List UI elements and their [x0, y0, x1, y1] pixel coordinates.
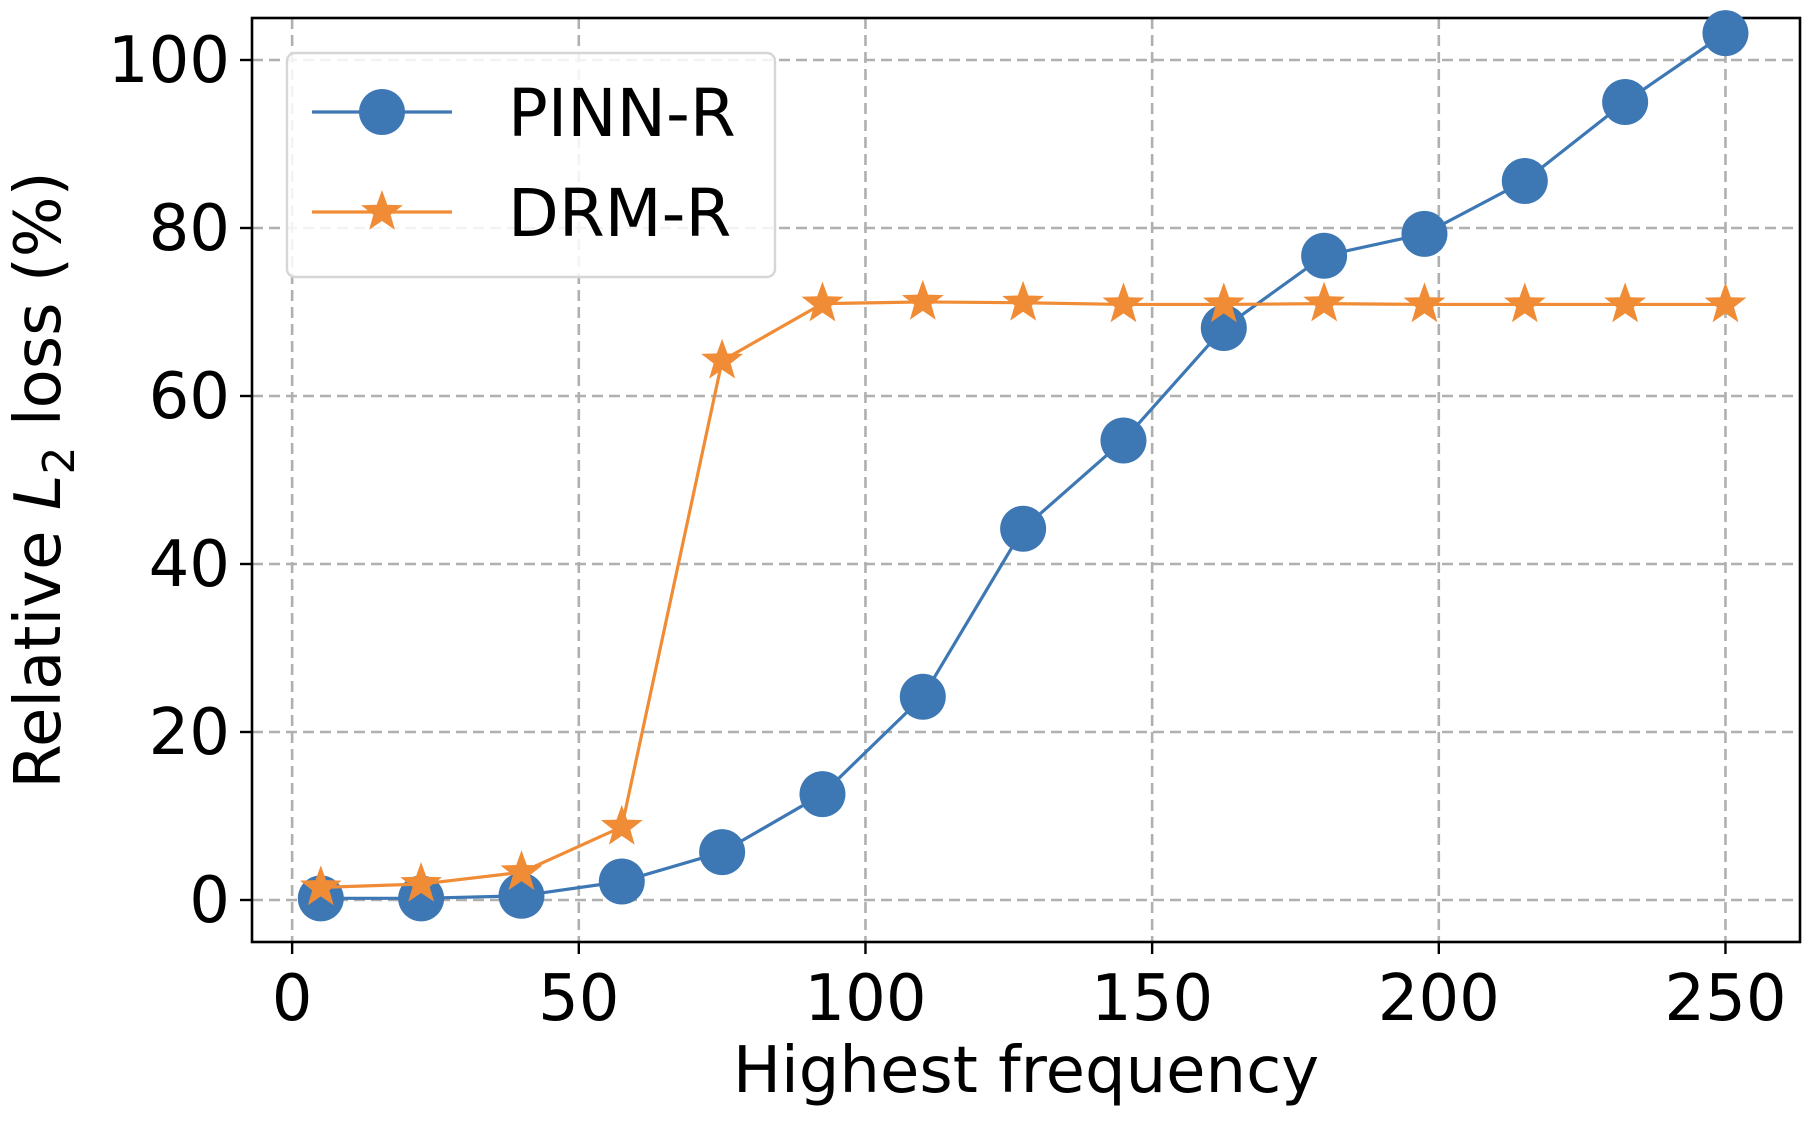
- pinn-r-point: [1100, 417, 1147, 464]
- pinn-r-point: [498, 872, 545, 919]
- plot-frame: [250, 16, 1802, 944]
- y-tick-label: 20: [149, 696, 230, 770]
- y-tick-label: 100: [108, 24, 230, 98]
- pinn-r-point: [1501, 157, 1548, 204]
- drm-r-point: [1503, 282, 1546, 323]
- legend-marker-pinn-r: [359, 89, 405, 135]
- pinn-r-point: [799, 771, 846, 818]
- x-tick-label: 150: [1091, 962, 1213, 1036]
- x-tick-label: 250: [1664, 962, 1786, 1036]
- x-tick-label: 100: [804, 962, 926, 1036]
- y-axis-label-symbol: L: [2, 474, 76, 510]
- drm-r-point: [1604, 282, 1647, 323]
- y-tick-label: 60: [149, 360, 230, 434]
- pinn-r-point: [398, 875, 445, 922]
- legend-box: [285, 51, 777, 279]
- drm-r-line: [320, 300, 1726, 889]
- legend-entry-drm-r: DRM-R: [312, 175, 731, 252]
- drm-r-point: [500, 850, 543, 891]
- legend-marker-drm-r: [361, 190, 403, 230]
- series-drm-r: [299, 279, 1747, 906]
- y-axis-label-subscript: 2: [34, 446, 85, 474]
- legend-label-pinn-r: PINN-R: [508, 75, 736, 152]
- drm-r-point: [701, 338, 744, 379]
- pinn-r-point: [1702, 10, 1749, 57]
- legend-label-drm-r: DRM-R: [508, 175, 731, 252]
- pinn-r-point: [1000, 505, 1047, 552]
- y-tick-label: 80: [149, 192, 230, 266]
- pinn-r-point: [1200, 304, 1247, 351]
- drm-r-point: [801, 281, 844, 322]
- y-tick-label: 40: [149, 528, 230, 602]
- legend: PINN-R DRM-R: [285, 51, 777, 279]
- drm-r-point: [1303, 281, 1346, 322]
- y-axis-label: Relative L2 loss (%): [2, 171, 85, 788]
- y-tick-label: 0: [189, 864, 230, 938]
- drm-r-point: [1704, 282, 1747, 323]
- pinn-r-point: [699, 829, 746, 876]
- legend-entry-pinn-r: PINN-R: [312, 75, 736, 152]
- x-tick-label: 200: [1378, 962, 1500, 1036]
- pinn-r-point: [598, 858, 645, 905]
- drm-r-point: [1102, 282, 1145, 323]
- axis-ticks: 0 50 100 150 200 250 0 20 40 60 80 100: [108, 24, 1787, 1036]
- drm-r-point: [1002, 280, 1045, 321]
- pinn-r-point: [1301, 232, 1348, 279]
- drm-r-point: [901, 279, 944, 320]
- pinn-r-point: [1401, 210, 1448, 257]
- series-pinn-r: [297, 10, 1749, 922]
- pinn-r-point: [899, 673, 946, 720]
- x-tick-label: 0: [272, 962, 313, 1036]
- x-tick-label: 50: [538, 962, 619, 1036]
- drm-r-point: [600, 804, 643, 845]
- y-axis-label-prefix: Relative: [2, 510, 76, 788]
- pinn-r-point: [1602, 79, 1649, 125]
- drm-r-point: [1202, 282, 1245, 323]
- drm-r-point: [400, 862, 443, 902]
- drm-r-point: [299, 865, 342, 906]
- x-axis-label: Highest frequency: [733, 1034, 1319, 1108]
- y-axis-label-suffix: loss (%): [2, 171, 76, 446]
- series: [297, 10, 1749, 922]
- drm-r-point: [1403, 282, 1446, 323]
